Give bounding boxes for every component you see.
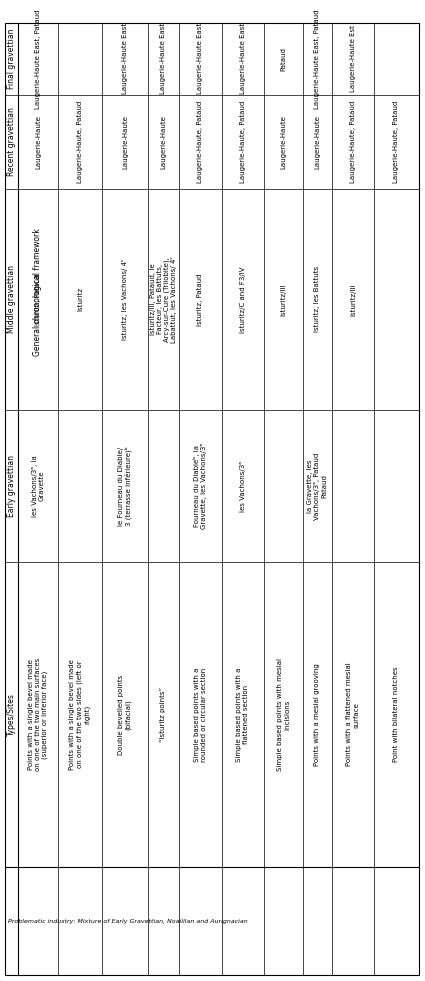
Text: Pataud: Pataud <box>280 47 286 71</box>
Text: General chronological framework: General chronological framework <box>34 229 43 356</box>
Text: Laugerie-Haute East, Pataud: Laugerie-Haute East, Pataud <box>35 9 41 109</box>
Text: Laugerie-Haute East, Pataud: Laugerie-Haute East, Pataud <box>314 9 320 109</box>
Text: Isturitz/C and F3/IV: Isturitz/C and F3/IV <box>240 266 246 333</box>
Text: Types/Sites: Types/Sites <box>7 694 16 736</box>
Text: Isturitz, les Battuts: Isturitz, les Battuts <box>314 266 320 333</box>
Text: Points with a mesial grooving: Points with a mesial grooving <box>314 663 320 766</box>
Text: Early gravettian: Early gravettian <box>7 455 16 517</box>
Text: Isturitz/III: Isturitz/III <box>280 283 286 316</box>
Text: Laugerie-Haute, Pataud: Laugerie-Haute, Pataud <box>198 101 204 183</box>
Text: Laugerie-Haute East: Laugerie-Haute East <box>240 24 246 94</box>
Text: Laugerie-Haute, Pataud: Laugerie-Haute, Pataud <box>77 101 83 183</box>
Text: la Gravette, les
Vachons/3ᵃ, Pataud
Pataud: la Gravette, les Vachons/3ᵃ, Pataud Pata… <box>308 452 328 520</box>
Text: Laugerie-Haute: Laugerie-Haute <box>161 115 167 169</box>
Text: Isturitz, Pataud: Isturitz, Pataud <box>35 273 41 326</box>
Text: Laugerie-Haute, Pataud: Laugerie-Haute, Pataud <box>350 101 356 183</box>
Text: Points with a single bevel made
on one of the two main surfaces
(superior or inf: Points with a single bevel made on one o… <box>28 658 48 771</box>
Text: Points with a single bevel made
on one of the two sides (left or
right): Points with a single bevel made on one o… <box>70 659 91 770</box>
Text: Point with bilateral notches: Point with bilateral notches <box>394 667 399 762</box>
Text: le Fourneau du Diable/
3 (terrasse inférieure)ᵇ: le Fourneau du Diable/ 3 (terrasse infér… <box>118 446 132 526</box>
Text: les Vachons/3ᵃ: les Vachons/3ᵃ <box>240 460 246 511</box>
Text: Isturitz/III, Pataud, le
Facteur, les Battuts,
Arcy-sur-Cure (Trilobite),
Labatt: Isturitz/III, Pataud, le Facteur, les Ba… <box>150 256 177 342</box>
Text: Double bevelled points
(bifacial): Double bevelled points (bifacial) <box>118 675 132 754</box>
Text: Isturitz, les Vachons/ 4ᶜ: Isturitz, les Vachons/ 4ᶜ <box>122 258 128 340</box>
Text: Simple based points with a
rounded or circular section: Simple based points with a rounded or ci… <box>194 667 207 762</box>
Text: Laugerie-Haute, Pataud: Laugerie-Haute, Pataud <box>240 101 246 183</box>
Text: Laugerie-Haute East: Laugerie-Haute East <box>198 24 204 94</box>
Text: Isturitz/III: Isturitz/III <box>350 283 356 316</box>
Text: Laugerie-Haute: Laugerie-Haute <box>122 115 128 169</box>
Text: Middle gravettian: Middle gravettian <box>7 265 16 334</box>
Text: Laugerie-Haute, Pataud: Laugerie-Haute, Pataud <box>394 101 399 183</box>
Text: Laugerie-Haute: Laugerie-Haute <box>35 115 41 169</box>
Text: Simple based points with a
flattened section: Simple based points with a flattened sec… <box>236 667 249 762</box>
Text: Laugerie-Haute: Laugerie-Haute <box>280 115 286 169</box>
Text: les Vachons/3ᵃ, la
Gravette: les Vachons/3ᵃ, la Gravette <box>31 455 45 517</box>
Text: Problematic industry: Mixture of Early Gravettian, Noaillian and Aurignacian: Problematic industry: Mixture of Early G… <box>8 918 248 923</box>
Text: “Isturitz points”: “Isturitz points” <box>161 687 167 743</box>
Text: Points with a flattened mesial
surface: Points with a flattened mesial surface <box>346 663 360 766</box>
Text: Simple based points with mesial
incisions: Simple based points with mesial incision… <box>277 658 290 771</box>
Text: Final gravettian: Final gravettian <box>7 28 16 89</box>
Text: Recent gravettian: Recent gravettian <box>7 108 16 177</box>
Text: Fourneau du Diableᵇ, la
Gravette, les Vachons/3ᵃ: Fourneau du Diableᵇ, la Gravette, les Va… <box>193 443 207 529</box>
Text: Laugerie-Haute Est: Laugerie-Haute Est <box>350 26 356 92</box>
Text: Isturitz, Pataud: Isturitz, Pataud <box>198 273 204 326</box>
Text: Laugerie-Haute East: Laugerie-Haute East <box>122 24 128 94</box>
Text: Isturitz: Isturitz <box>77 287 83 311</box>
Text: Laugerie-Haute: Laugerie-Haute <box>314 115 320 169</box>
Text: Laugerie-Haute East: Laugerie-Haute East <box>161 24 167 94</box>
